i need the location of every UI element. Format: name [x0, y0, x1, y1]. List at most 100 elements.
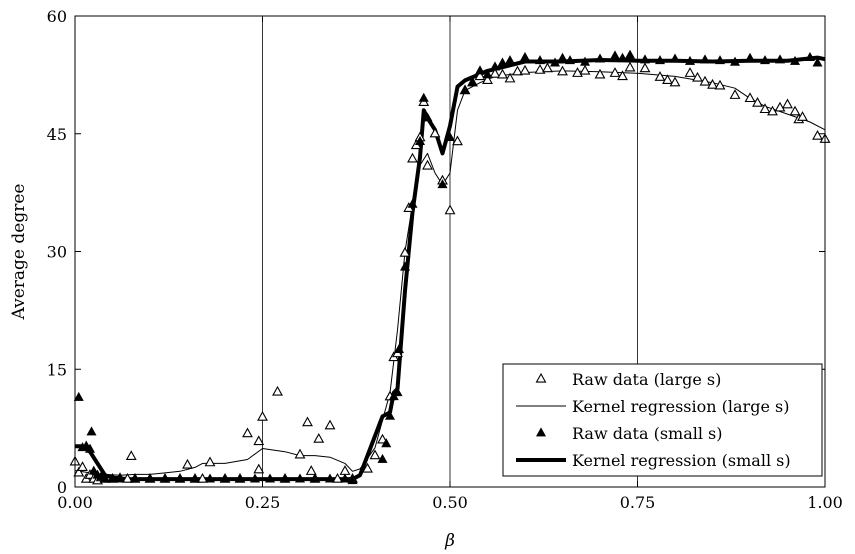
data-point-small-s [639, 54, 651, 64]
data-point-large-s [429, 127, 441, 138]
data-point-large-s [579, 64, 591, 75]
data-point-large-s [797, 111, 808, 121]
data-point-small-s [159, 473, 171, 483]
y-tick-label: 30 [47, 243, 67, 262]
data-point-small-s [812, 57, 823, 67]
data-point-small-s [474, 65, 486, 75]
data-point-small-s [381, 438, 392, 448]
data-point-large-s [662, 74, 673, 84]
data-point-large-s [204, 456, 216, 467]
data-point-small-s [804, 51, 816, 61]
data-point-large-s [182, 458, 193, 469]
data-point-large-s [782, 98, 793, 109]
x-tick-label: 0.25 [245, 493, 281, 512]
data-point-small-s [744, 52, 756, 62]
data-point-large-s [759, 103, 771, 114]
data-point-small-s [377, 453, 388, 463]
data-point-small-s [114, 473, 126, 483]
data-point-large-s [332, 472, 343, 483]
data-point-large-s [542, 62, 553, 73]
data-point-large-s [497, 68, 508, 79]
data-point-large-s [272, 385, 283, 396]
data-point-small-s [759, 55, 771, 65]
data-point-small-s [174, 473, 186, 483]
data-point-large-s [594, 68, 606, 79]
data-point-large-s [197, 472, 208, 483]
data-point-small-s [714, 55, 726, 65]
data-point-large-s [684, 67, 696, 77]
data-point-small-s [549, 57, 561, 67]
data-point-small-s [129, 473, 141, 483]
data-point-small-s [482, 69, 493, 79]
data-point-large-s [369, 449, 381, 460]
data-point-large-s [707, 78, 718, 89]
data-point-small-s [437, 179, 448, 189]
legend-swatch-2 [535, 427, 547, 437]
legend-box [502, 363, 823, 477]
data-point-large-s [407, 152, 418, 163]
data-point-large-s [313, 432, 325, 443]
legend-swatch-0 [535, 372, 547, 383]
data-point-large-s [489, 67, 501, 78]
data-point-small-s [324, 473, 336, 483]
legend-label-2: Raw data (small s) [572, 424, 723, 443]
x-tick-label: 0.00 [57, 493, 93, 512]
data-point-small-s [594, 53, 606, 63]
data-point-small-s [684, 55, 696, 65]
data-point-large-s [73, 466, 85, 477]
data-point-small-s [467, 77, 478, 87]
y-axis-label: Average degree [9, 184, 29, 321]
data-point-small-s [393, 343, 405, 354]
data-point-small-s [219, 473, 231, 483]
legend-label-0: Raw data (large s) [572, 370, 721, 389]
data-point-small-s [407, 198, 418, 208]
data-point-small-s [309, 473, 321, 483]
data-point-large-s [362, 462, 373, 473]
data-point-small-s [504, 55, 516, 65]
data-point-small-s [107, 473, 118, 483]
data-point-small-s [624, 49, 636, 59]
data-point-large-s [617, 70, 628, 81]
data-point-large-s [639, 62, 651, 73]
data-point-large-s [253, 435, 265, 446]
x-axis-label: β [444, 531, 455, 551]
data-point-small-s [609, 50, 621, 60]
data-point-large-s [77, 461, 88, 472]
data-point-large-s [294, 448, 306, 459]
data-point-large-s [422, 159, 433, 170]
data-point-small-s [189, 473, 201, 483]
y-axis-ticks: 0 15 30 45 60 [47, 7, 825, 497]
data-point-large-s [399, 246, 411, 257]
data-point-large-s [557, 65, 568, 76]
data-point-small-s [204, 473, 216, 483]
data-point-large-s [767, 105, 778, 116]
data-point-large-s [534, 64, 546, 74]
data-point-small-s [497, 57, 508, 67]
data-point-small-s [339, 473, 351, 483]
data-point-small-s [414, 135, 426, 145]
data-point-large-s [474, 70, 486, 81]
data-point-large-s [242, 427, 253, 438]
y-tick-label: 15 [47, 360, 67, 379]
data-point-large-s [504, 72, 516, 83]
data-point-large-s [609, 67, 621, 77]
legend-label-1: Kernel regression (large s) [572, 397, 789, 416]
data-point-small-s [392, 387, 403, 397]
data-point-small-s [669, 53, 681, 63]
data-point-large-s [452, 135, 463, 146]
data-point-small-s [654, 55, 666, 65]
legend-label-3: Kernel regression (small s) [572, 451, 791, 470]
x-tick-label: 0.50 [432, 493, 468, 512]
data-point-small-s [617, 52, 628, 62]
data-point-small-s [579, 56, 591, 66]
data-point-large-s [669, 76, 681, 87]
data-point-small-s [249, 473, 261, 483]
data-point-small-s [84, 443, 96, 453]
data-point-large-s [714, 79, 726, 90]
data-point-small-s [557, 52, 568, 62]
data-point-large-s [744, 92, 756, 103]
data-point-small-s [279, 473, 291, 483]
data-point-small-s [234, 473, 246, 483]
data-point-large-s [482, 74, 493, 84]
data-point-large-s [125, 450, 137, 461]
